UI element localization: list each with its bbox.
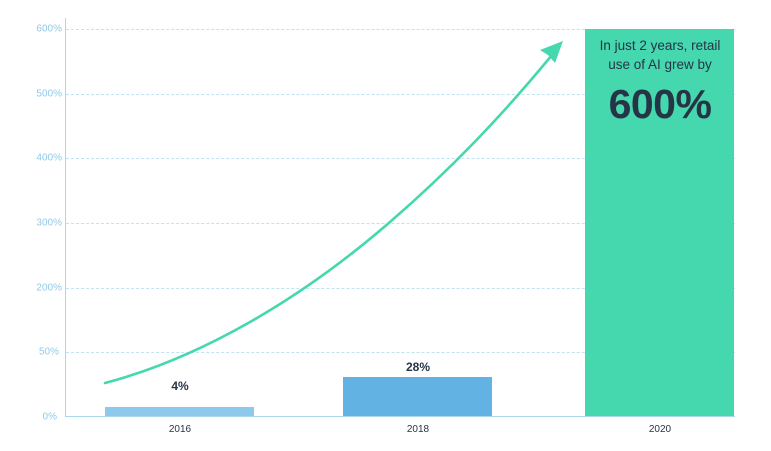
callout-line-2: use of AI grew by <box>608 57 712 72</box>
callout-line-1: In just 2 years, retail <box>599 38 721 53</box>
gridline <box>66 352 735 353</box>
x-tick-label: 2018 <box>406 424 430 435</box>
bar-value-label: 28% <box>405 360 431 374</box>
bar-2020 <box>585 29 734 417</box>
bar-2016 <box>105 407 254 417</box>
y-tick-label: 200% <box>36 282 62 294</box>
callout-annotation: In just 2 years, retail use of AI grew b… <box>585 36 735 128</box>
gridline <box>66 288 735 289</box>
gridline <box>66 94 735 95</box>
y-tick-label: 50% <box>38 346 59 358</box>
gridline <box>66 223 735 224</box>
bar-2018 <box>343 377 492 417</box>
gridline <box>66 158 735 159</box>
y-tick-label: 500% <box>36 88 62 100</box>
y-tick-label: 400% <box>36 152 62 164</box>
y-tick-label: 600% <box>36 23 62 35</box>
x-tick-label: 2016 <box>168 424 192 435</box>
y-axis <box>65 18 66 417</box>
y-tick-label: 300% <box>36 217 62 229</box>
x-tick-label: 2020 <box>648 424 672 435</box>
callout-highlight-value: 600% <box>608 81 712 127</box>
bar-value-label: 4% <box>171 379 189 393</box>
x-axis <box>65 416 735 417</box>
y-tick-label: 0% <box>42 411 57 423</box>
gridline <box>66 29 735 30</box>
